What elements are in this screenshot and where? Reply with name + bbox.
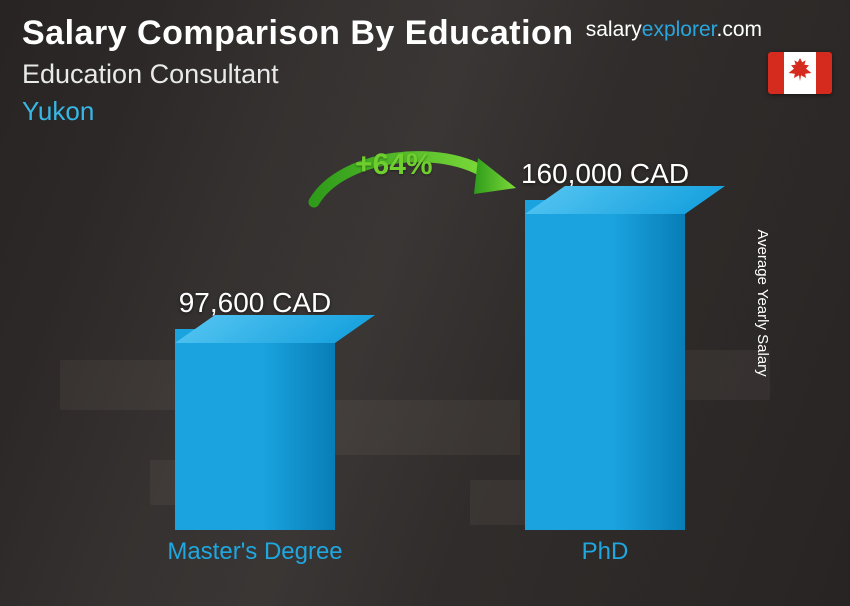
bar-front [525,200,685,530]
bar [175,329,335,530]
brand-text-suffix: .com [716,18,762,41]
region-label: Yukon [22,96,830,127]
canada-flag-icon [768,52,832,94]
y-axis-label: Average Yearly Salary [754,229,771,376]
bar-group: 160,000 CAD [505,158,705,530]
bar [525,200,685,530]
bar-category-label: PhD [582,538,629,566]
bar-category-label: Master's Degree [167,538,342,566]
brand-text-accent: explorer [642,18,717,41]
bar-group: 97,600 CAD [155,287,355,530]
bar-chart: 97,600 CAD 160,000 CAD Master's Degree PhD [80,160,780,566]
subtitle: Education Consultant [22,59,830,90]
bar-top [175,315,375,343]
brand-text-plain: salary [586,18,642,41]
brand-logo: salaryexplorer.com [586,18,762,42]
bar-front [175,329,335,530]
bar-top [525,186,725,214]
